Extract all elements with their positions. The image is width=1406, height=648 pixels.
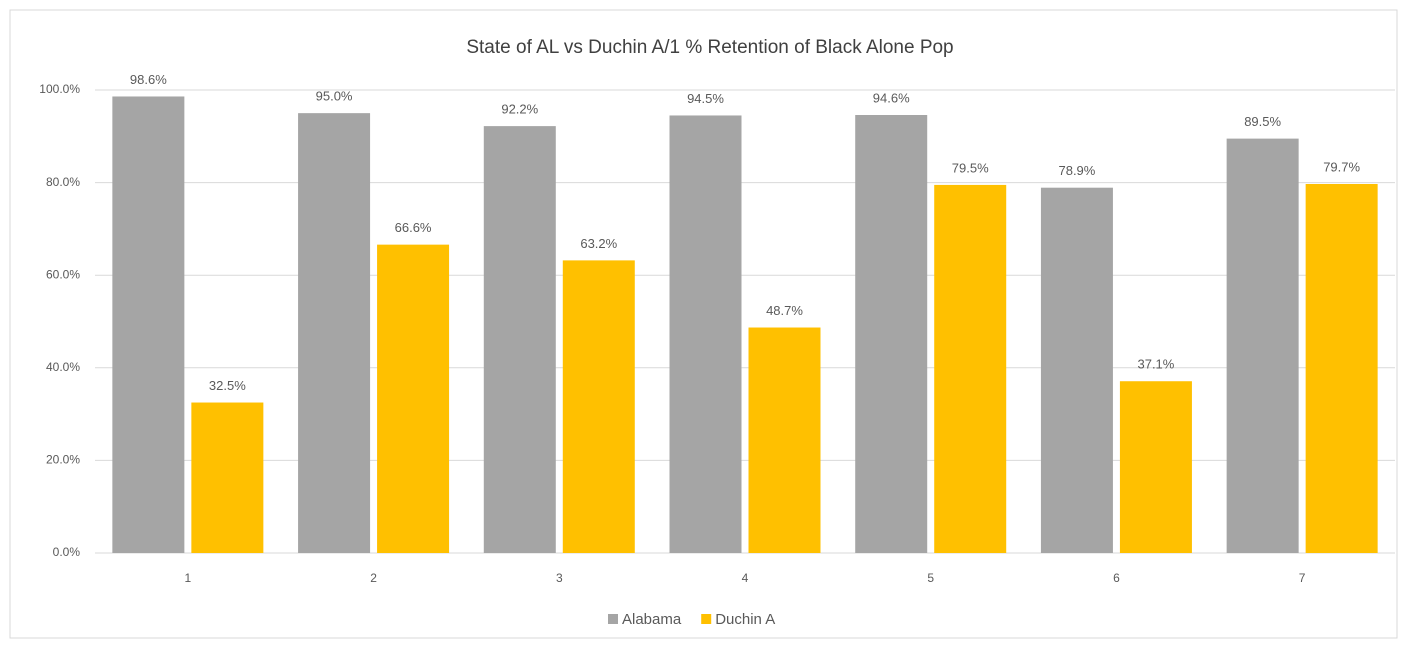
legend-swatch [701,614,712,624]
y-tick-label: 80.0% [46,175,80,189]
bar [377,244,450,553]
x-tick-label: 2 [370,571,377,585]
data-label: 78.9% [1058,163,1095,178]
bar [934,184,1007,554]
data-label: 89.5% [1244,114,1281,129]
bar [748,327,821,553]
legend-label: Alabama [622,611,682,628]
x-tick-label: 5 [927,571,934,585]
x-tick-label: 6 [1113,571,1120,585]
data-label: 66.6% [395,220,432,235]
bar [669,115,742,553]
x-tick-label: 3 [556,571,563,585]
y-tick-label: 40.0% [46,360,80,374]
x-tick-label: 4 [742,571,749,585]
bar [112,96,185,554]
data-label: 95.0% [316,89,353,104]
data-label: 79.7% [1323,159,1360,174]
bar [855,115,928,553]
bar [1226,138,1299,554]
bar [1305,183,1378,553]
data-label: 48.7% [766,303,803,318]
y-tick-label: 100.0% [39,82,80,96]
legend-swatch [608,614,618,624]
y-tick-label: 60.0% [46,267,80,281]
y-tick-label: 0.0% [53,545,81,559]
legend-label: Duchin A [715,611,775,628]
x-tick-label: 7 [1299,571,1306,585]
data-label: 92.2% [501,102,538,117]
bar [1040,187,1113,553]
chart-title: State of AL vs Duchin A/1 % Retention of… [466,37,953,58]
data-label: 94.6% [873,90,910,105]
data-label: 98.6% [130,72,167,87]
bar [562,260,635,553]
data-label: 79.5% [952,160,989,175]
data-label: 94.5% [687,91,724,106]
bar [191,402,264,553]
y-tick-label: 20.0% [46,453,80,467]
data-label: 32.5% [209,378,246,393]
bar [298,113,371,554]
bar [1119,381,1192,553]
x-tick-label: 1 [185,571,192,585]
data-label: 63.2% [580,236,617,251]
bar [483,126,556,553]
data-label: 37.1% [1137,357,1174,372]
